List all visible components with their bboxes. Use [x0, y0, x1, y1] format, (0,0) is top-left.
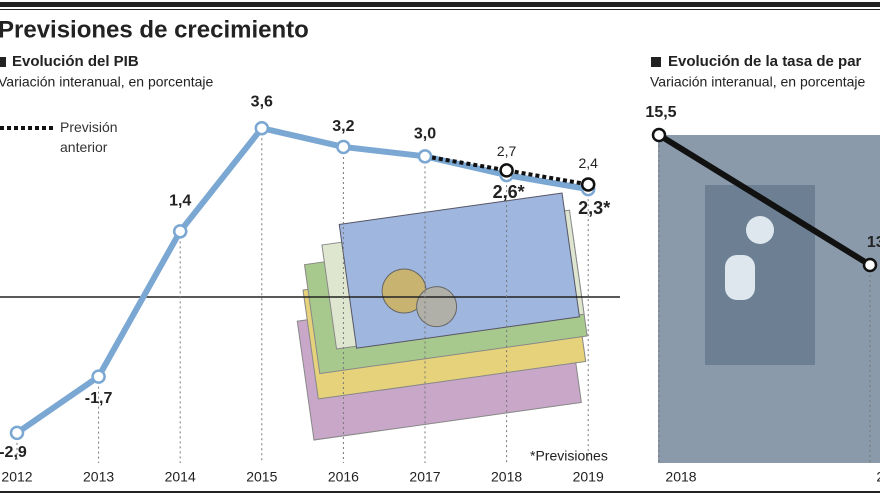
data-point: [651, 127, 667, 143]
legend-label: Previsión anterior: [60, 119, 118, 155]
data-label: -1,7: [85, 390, 113, 407]
x-tick-label: 2019: [573, 469, 604, 485]
x-tick-label: 2018: [665, 469, 696, 485]
photo-logo: [725, 255, 755, 300]
data-label: 2,6*: [493, 182, 525, 202]
chart-subtitle: Variación interanual, en porcentaje: [0, 74, 214, 90]
photo-sign: [705, 185, 815, 365]
data-point: [862, 257, 878, 273]
x-tick-label: 2013: [83, 469, 114, 485]
chart-subtitle: Variación interanual, en porcentaje: [650, 74, 866, 90]
data-label: 2,3*: [578, 198, 610, 218]
data-label: 13,: [867, 234, 880, 251]
bullet: [651, 57, 661, 67]
photo-logo: [746, 216, 774, 244]
data-point: [172, 224, 188, 239]
top-rule: [0, 2, 880, 7]
top-rule: [0, 9, 880, 10]
chart-title: Evolución del PIB: [12, 53, 139, 70]
data-point: [336, 139, 351, 155]
x-tick-label: 2015: [246, 469, 277, 485]
data-line: [657, 132, 872, 268]
x-tick-label: 2018: [491, 469, 522, 485]
data-point: [254, 120, 270, 136]
bottom-rule: [0, 491, 880, 493]
data-label: 3,2: [332, 118, 354, 135]
annotation: *Previsiones: [530, 448, 608, 464]
bullet: [0, 57, 6, 67]
data-point: [9, 425, 25, 441]
data-label: 3,6: [251, 93, 273, 110]
data-label: -2,9: [0, 444, 27, 461]
data-point: [91, 369, 106, 384]
chart-title: Evolución de la tasa de par: [668, 53, 862, 70]
data-label: 2,4: [578, 155, 598, 171]
data-label: 3,0: [414, 126, 436, 143]
data-point: [499, 163, 514, 178]
data-label: 15,5: [645, 104, 676, 121]
data-label: 2,7: [497, 143, 517, 159]
x-tick-label: 2014: [165, 469, 196, 485]
x-tick-label: 2019: [876, 469, 880, 485]
x-tick-label: 2017: [409, 469, 440, 485]
x-tick-label: 2012: [1, 469, 32, 485]
banknotes: [296, 192, 588, 441]
data-point: [417, 149, 433, 164]
page-title: Previsiones de crecimiento: [0, 16, 309, 43]
data-point: [580, 177, 596, 192]
x-tick-label: 2016: [328, 469, 359, 485]
data-line: [15, 124, 589, 436]
data-label: 1,4: [169, 193, 191, 210]
